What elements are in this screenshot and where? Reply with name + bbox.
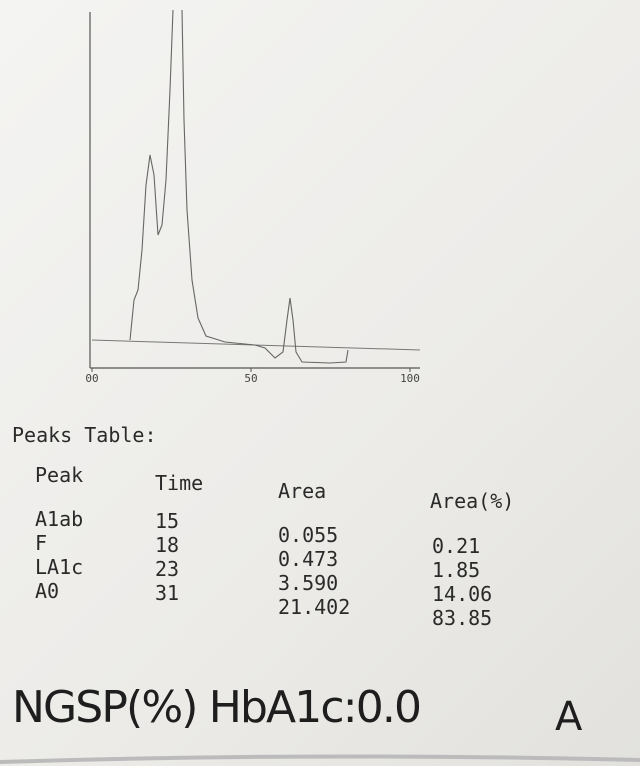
table-cell: 15 xyxy=(155,509,179,533)
header: Time xyxy=(155,471,203,495)
table-cell: 21.402 xyxy=(278,595,350,619)
x-ticks: 00 50 100 xyxy=(85,368,420,385)
trace xyxy=(129,9,349,364)
x-tick-label: 00 xyxy=(85,372,98,385)
table-title: Peaks Table: xyxy=(12,423,157,447)
table-cell: 0.473 xyxy=(278,547,338,571)
chromatogram: 00 50 100 xyxy=(85,9,421,385)
table-cell: 14.06 xyxy=(432,582,492,606)
table-cell: 0.21 xyxy=(432,534,480,558)
table-cell: LA1c xyxy=(35,555,83,579)
table-cell: 23 xyxy=(155,557,179,581)
x-tick-label: 100 xyxy=(400,372,420,385)
peaks-table: Peaks Table: Peak Time Area Area(%) A1ab… xyxy=(12,423,514,630)
table-cell: 31 xyxy=(155,581,179,605)
table-cell: 18 xyxy=(155,533,179,557)
header: Area xyxy=(278,479,326,503)
table-cell: 0.055 xyxy=(278,523,338,547)
table-cell: F xyxy=(35,531,47,555)
result-mark: A xyxy=(555,694,583,740)
table-cell: 3.590 xyxy=(278,571,338,595)
table-cell: 1.85 xyxy=(432,558,480,582)
x-tick-label: 50 xyxy=(244,372,257,385)
table-cell: 83.85 xyxy=(432,606,492,630)
result-text: NGSP(%) HbA1c:0.0 xyxy=(12,682,422,733)
table-cell: A0 xyxy=(35,579,59,603)
header: Area(%) xyxy=(430,489,514,513)
paper-edge xyxy=(0,754,640,764)
header: Peak xyxy=(35,463,83,487)
table-cell: A1ab xyxy=(35,507,83,531)
